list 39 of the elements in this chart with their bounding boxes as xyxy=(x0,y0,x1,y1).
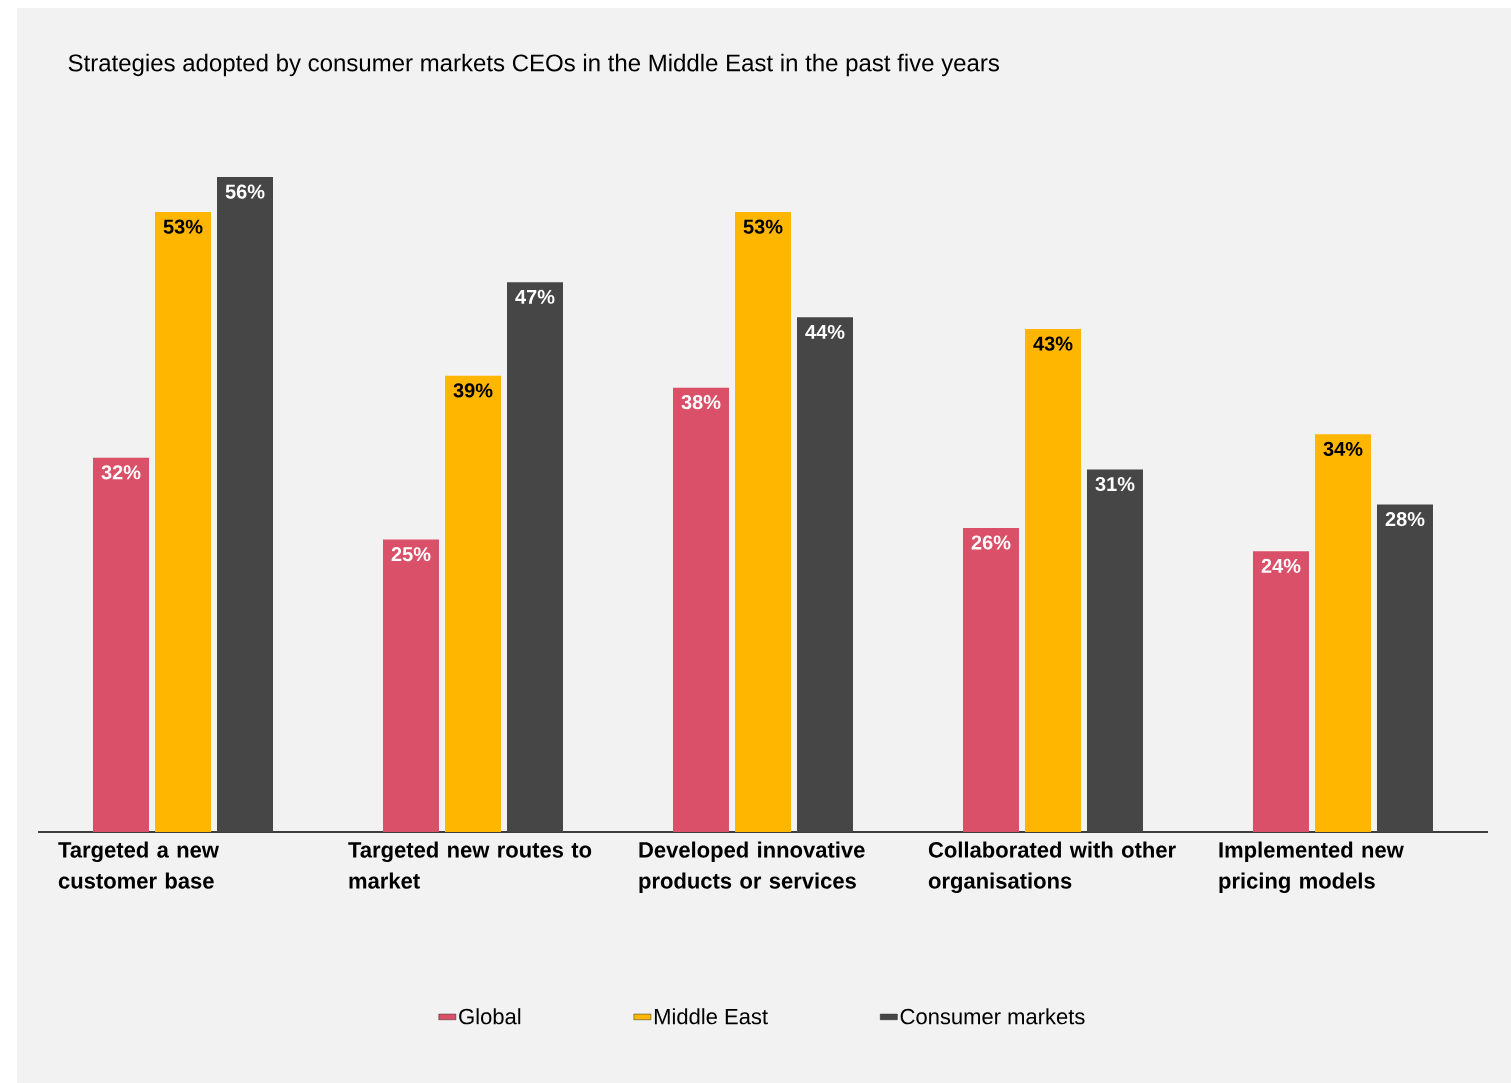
data-label: 53% xyxy=(743,219,783,234)
bar xyxy=(962,527,1019,832)
data-label: 34% xyxy=(1323,441,1363,457)
data-label: 32% xyxy=(101,465,141,480)
x-tick-label: Targeted new routes to market xyxy=(348,841,592,889)
data-label: 28% xyxy=(1385,512,1425,527)
bar xyxy=(217,176,274,832)
data-label: 38% xyxy=(681,395,721,410)
bar xyxy=(672,387,729,832)
bar xyxy=(1024,329,1081,832)
legend-label: Middle East xyxy=(654,1008,768,1025)
x-tick-label: Implemented new pricing models xyxy=(1219,841,1404,894)
data-label: 25% xyxy=(391,547,431,562)
legend-label: Consumer markets xyxy=(900,1008,1085,1025)
data-label: 47% xyxy=(515,289,555,304)
data-label: 44% xyxy=(805,324,845,339)
data-label: 31% xyxy=(1095,476,1135,492)
bar xyxy=(1086,469,1143,832)
bar xyxy=(734,212,791,832)
x-tick-label: Developed innovative products or services xyxy=(639,841,865,894)
chart-title: Strategies adopted by consumer markets CEOs in the Middle East in the past five years xyxy=(68,53,999,77)
x-tick-label: Targeted a new customer base xyxy=(58,841,219,889)
bar xyxy=(1252,551,1309,832)
x-tick-label: Collaborated with other organisations xyxy=(928,841,1176,894)
bar xyxy=(383,539,439,832)
bar xyxy=(155,212,212,832)
bar xyxy=(507,282,563,832)
bar xyxy=(797,317,853,832)
bar xyxy=(1314,434,1371,832)
data-label: 43% xyxy=(1033,336,1073,351)
bar xyxy=(1376,504,1433,832)
data-label: 53% xyxy=(163,219,203,234)
data-label: 39% xyxy=(453,383,493,398)
data-label: 26% xyxy=(971,535,1011,550)
bar xyxy=(445,375,501,832)
data-label: 24% xyxy=(1261,558,1301,573)
legend-label: Global xyxy=(459,1008,521,1025)
data-label: 56% xyxy=(225,184,265,199)
bar xyxy=(93,457,150,832)
